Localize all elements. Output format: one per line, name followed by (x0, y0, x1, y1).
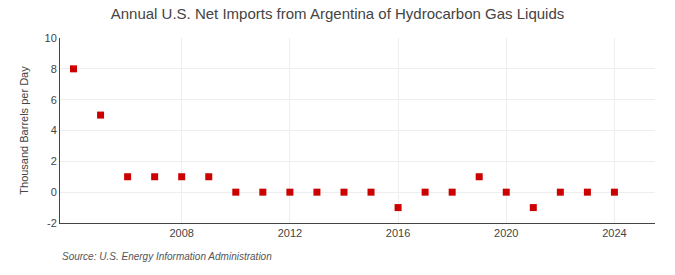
svg-text:2020: 2020 (494, 227, 518, 239)
svg-text:10: 10 (45, 32, 57, 44)
svg-text:-2: -2 (47, 217, 57, 229)
svg-text:6: 6 (51, 94, 57, 106)
svg-text:2008: 2008 (169, 227, 193, 239)
svg-text:Annual U.S. Net Imports from A: Annual U.S. Net Imports from Argentina o… (111, 5, 565, 22)
svg-text:Source: U.S. Energy Informatio: Source: U.S. Energy Information Administ… (62, 251, 272, 262)
svg-text:2012: 2012 (278, 227, 302, 239)
svg-text:2: 2 (51, 155, 57, 167)
svg-text:0: 0 (51, 186, 57, 198)
svg-text:8: 8 (51, 63, 57, 75)
svg-text:2024: 2024 (602, 227, 626, 239)
svg-text:Thousand Barrels per Day: Thousand Barrels per Day (18, 66, 30, 195)
svg-text:2016: 2016 (386, 227, 410, 239)
svg-text:4: 4 (51, 124, 57, 136)
